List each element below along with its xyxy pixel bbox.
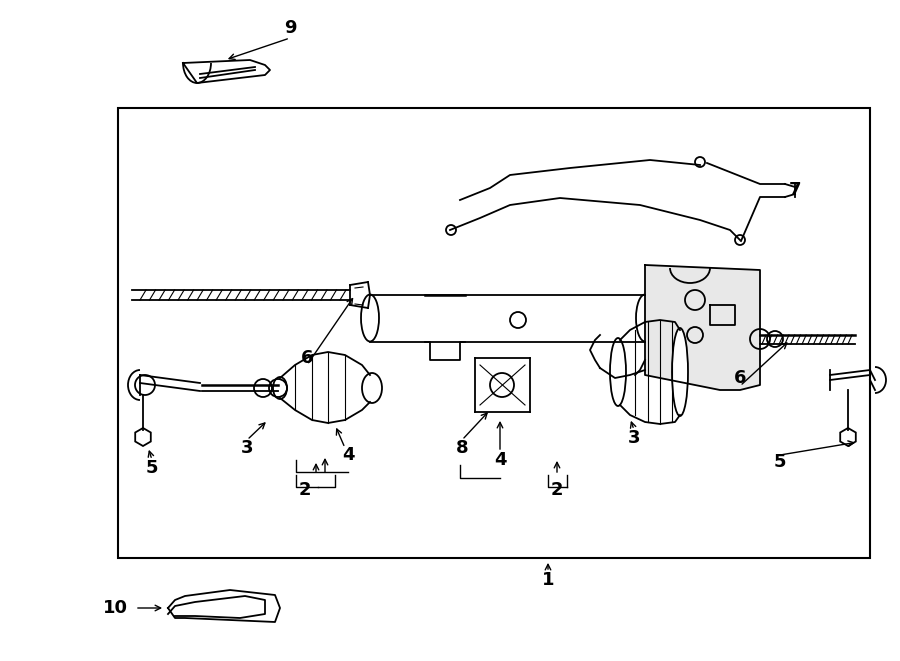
Ellipse shape	[672, 328, 688, 416]
Polygon shape	[645, 265, 760, 390]
Text: 8: 8	[455, 439, 468, 457]
Text: 3: 3	[241, 439, 253, 457]
Bar	[118, 108, 870, 558]
Text: 4: 4	[494, 451, 506, 469]
Text: 5: 5	[146, 459, 158, 477]
Ellipse shape	[273, 377, 287, 399]
Text: 2: 2	[299, 481, 311, 499]
Text: 3: 3	[628, 429, 640, 447]
Text: 6: 6	[301, 349, 313, 367]
Ellipse shape	[362, 373, 382, 403]
Text: 5: 5	[774, 453, 787, 471]
Text: 1: 1	[542, 571, 554, 589]
Text: 6: 6	[734, 369, 746, 387]
Text: 2: 2	[551, 481, 563, 499]
Text: 9: 9	[284, 19, 296, 37]
Text: 10: 10	[103, 599, 128, 617]
Text: 4: 4	[342, 446, 355, 464]
Text: 7: 7	[788, 181, 801, 199]
